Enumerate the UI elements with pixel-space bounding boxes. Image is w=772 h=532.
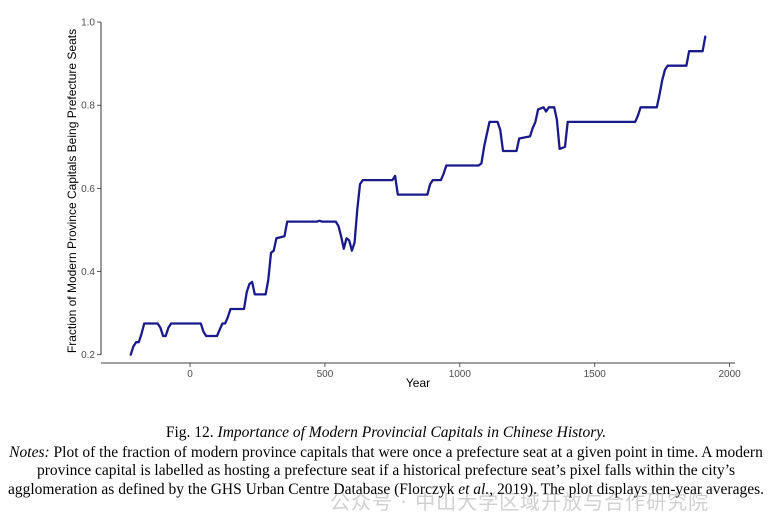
series-layer (129, 35, 707, 356)
x-tick-label: 500 (317, 369, 334, 380)
figure-title: Fig. 12. Importance of Modern Provincial… (0, 424, 772, 443)
x-tick-label: 1500 (584, 369, 607, 380)
x-axis-title: Year (406, 376, 430, 390)
x-tick-label: 1000 (449, 369, 472, 380)
notes-label: Notes: (9, 443, 50, 461)
x-axis: 0 500 1000 1500 2000 (101, 362, 741, 380)
y-tick-label: 0.8 (81, 101, 95, 112)
y-tick-label: 0.4 (81, 267, 95, 278)
y-tick-label: 0.2 (81, 350, 95, 361)
y-tick-label: 1.0 (81, 18, 95, 29)
notes-text-end: , 2019). The plot displays ten-year aver… (489, 480, 764, 498)
figure-label: Fig. 12. (165, 424, 214, 441)
figure-notes: Notes: Plot of the fraction of modern pr… (0, 444, 772, 500)
y-tick-label: 0.6 (81, 184, 95, 195)
notes-et-al: et al. (458, 480, 490, 498)
series-line (129, 35, 707, 356)
line-chart: 0.2 0.4 0.6 0.8 1.0 0 500 1000 1500 2000 Year Fr… (65, 18, 741, 390)
y-axis-title: Fraction of Modern Province Capitals Bei… (65, 29, 79, 353)
figure-title-text: Importance of Modern Provincial Capitals… (217, 424, 607, 441)
x-tick-label: 2000 (718, 369, 741, 380)
notes-text: Plot of the fraction of modern province … (8, 443, 763, 498)
x-tick-label: 0 (187, 369, 193, 380)
y-axis: 0.2 0.4 0.6 0.8 1.0 (81, 18, 102, 361)
figure-caption: Fig. 12. Importance of Modern Provincial… (0, 424, 772, 499)
